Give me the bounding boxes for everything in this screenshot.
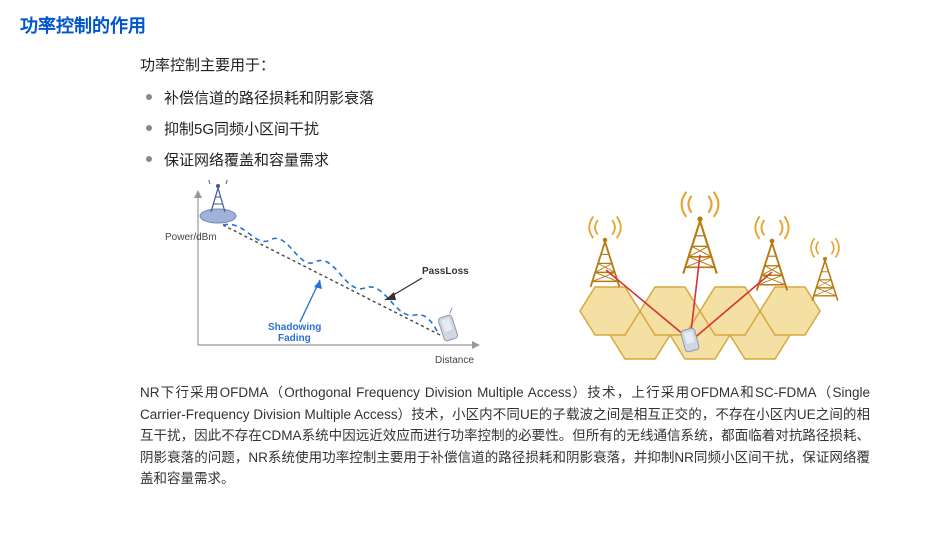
body-paragraph: NR下行采用OFDMA（Orthogonal Frequency Divisio… — [140, 382, 870, 490]
intro-text: 功率控制主要用于： — [140, 54, 870, 75]
pathloss-label: PassLoss — [422, 266, 469, 277]
x-axis-label: Distance — [435, 355, 474, 366]
diagrams-row: Power/dBm Distance PassLoss Shadowing Fa… — [160, 180, 870, 370]
content-area: 功率控制主要用于： 补偿信道的路径损耗和阴影衰落 抑制5G同频小区间干扰 保证网… — [20, 54, 930, 490]
phone-icon — [436, 308, 461, 342]
bullet-item: 抑制5G同频小区间干扰 — [146, 118, 870, 139]
shadowing-label: Shadowing Fading — [268, 322, 324, 344]
tower-icon — [755, 216, 788, 290]
bullet-item: 保证网络覆盖和容量需求 — [146, 149, 870, 170]
y-axis-label: Power/dBm — [165, 232, 217, 243]
pathloss-diagram: Power/dBm Distance PassLoss Shadowing Fa… — [160, 180, 500, 370]
tower-icon — [589, 217, 621, 287]
page-title: 功率控制的作用 — [20, 12, 930, 38]
bullet-item: 补偿信道的路径损耗和阴影衰落 — [146, 87, 870, 108]
basestation-icon — [200, 180, 236, 223]
cells-diagram — [540, 180, 860, 370]
tower-icon — [811, 238, 839, 300]
bullet-list: 补偿信道的路径损耗和阴影衰落 抑制5G同频小区间干扰 保证网络覆盖和容量需求 — [140, 87, 870, 170]
